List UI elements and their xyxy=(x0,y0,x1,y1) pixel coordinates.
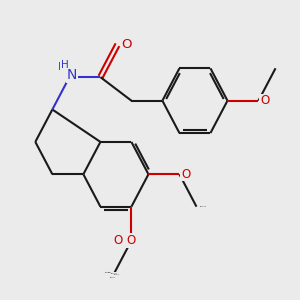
Text: O: O xyxy=(260,94,269,107)
Text: H: H xyxy=(58,62,66,72)
Text: methoxy: methoxy xyxy=(105,272,111,273)
Text: H: H xyxy=(61,60,69,70)
Text: N: N xyxy=(64,70,74,84)
Text: O: O xyxy=(260,94,269,107)
Text: O: O xyxy=(113,234,123,247)
Text: methoxy2: methoxy2 xyxy=(200,206,207,207)
Text: O: O xyxy=(127,234,136,247)
Text: N: N xyxy=(67,68,77,82)
Text: methoxy1: methoxy1 xyxy=(111,272,118,274)
Text: methoxy: methoxy xyxy=(110,277,116,278)
Text: methyl: methyl xyxy=(114,272,119,273)
Text: O: O xyxy=(127,234,136,247)
Text: O: O xyxy=(181,168,190,181)
Text: methoxy: methoxy xyxy=(108,272,114,273)
Text: O: O xyxy=(121,38,131,51)
Text: methoxy: methoxy xyxy=(114,274,121,275)
Text: O: O xyxy=(181,168,190,181)
Text: O: O xyxy=(122,38,132,51)
